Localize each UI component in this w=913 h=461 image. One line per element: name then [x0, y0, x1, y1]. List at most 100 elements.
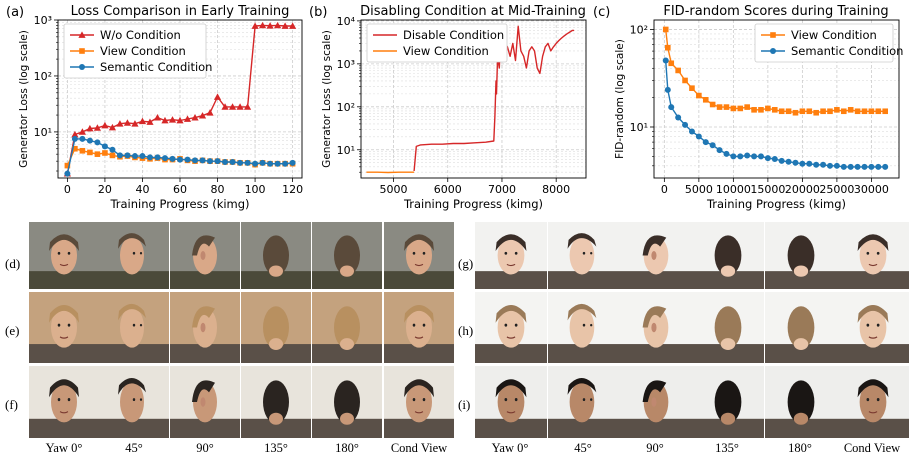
chart-c-series-semantic-condition-point: [806, 160, 813, 167]
chart-b-x-tick-label: 8000: [542, 183, 570, 196]
chart-c-series-semantic-condition-point: [771, 155, 778, 162]
chart-c-series-semantic-condition-point: [695, 133, 702, 140]
chart-c-series-semantic-condition-point: [875, 163, 882, 170]
chart-c-series-view-condition-point: [751, 107, 757, 113]
col-label-45-left: 45°: [125, 441, 143, 455]
col-label-45-right: 45°: [574, 441, 592, 455]
chart-c-series-semantic-condition-point: [764, 155, 771, 162]
chart-c-series-semantic-condition-point: [868, 163, 875, 170]
chart-a-series-semantic-condition-point: [237, 159, 244, 166]
chart-c-series-semantic-condition-point: [820, 161, 827, 168]
chart-c-series-semantic-condition-point: [778, 157, 785, 164]
chart-c-series-semantic-condition-point: [785, 158, 792, 165]
face-image-f-1: [29, 366, 99, 438]
chart-b-panel-label: (b): [309, 5, 327, 20]
chart-a-series-semantic-condition-point: [101, 143, 108, 150]
chart-c-series-view-condition-point: [827, 108, 833, 115]
chart-c-series-view-condition-point: [662, 26, 669, 33]
chart-c-series-view-condition-point: [875, 108, 882, 115]
chart-a-legend-marker: [79, 64, 85, 70]
face-image-f-2: [99, 366, 169, 438]
chart-b-legend-box: [366, 23, 508, 63]
chart-a-series-semantic-condition-point: [259, 159, 266, 166]
chart-a-series-semantic-condition-point: [274, 160, 281, 167]
chart-a-series-w-o-condition-point: [176, 116, 184, 124]
chart-c-series-view-condition-point: [820, 108, 826, 115]
chart-a-series-semantic-condition-point: [184, 156, 191, 163]
chart-a-series-semantic-condition-point: [124, 152, 131, 159]
chart-c-series-semantic-condition-point: [751, 153, 758, 160]
chart-a-series-w-o-condition-point: [243, 103, 252, 110]
chart-c-series-view-condition-point: [868, 108, 875, 115]
chart-c-x-tick-label: 30000: [854, 183, 889, 196]
chart-c-series-semantic-condition-point: [709, 142, 716, 149]
chart-c-series-semantic-condition-line: [665, 60, 886, 168]
chart-a-series-w-o-condition-point: [221, 103, 229, 110]
chart-a-series-view-condition-point: [94, 151, 101, 157]
chart-a-legend-marker: [79, 48, 85, 54]
chart-a-legend-label: View Condition: [100, 44, 186, 58]
chart-c-series-semantic-condition-point: [688, 128, 695, 135]
chart-a-series-semantic-condition-point: [139, 153, 146, 160]
chart-c-series-view-condition-point: [723, 104, 730, 110]
face-image-g-5: [765, 222, 837, 289]
chart-a-series-view-condition-point: [109, 152, 116, 159]
face-image-e-1: [29, 292, 99, 363]
face-image-g-3: [620, 222, 692, 289]
chart-c-xlabel: Training Progress (kimg): [706, 197, 846, 211]
chart-c-series-view-condition-point: [765, 105, 771, 112]
chart-c-legend-marker: [770, 48, 776, 54]
chart-a-series-semantic-condition-point: [289, 159, 296, 166]
chart-a-series-semantic-condition-point: [199, 157, 206, 164]
chart-a-series-semantic-condition-point: [222, 158, 229, 165]
chart-a-series-w-o-condition-point: [266, 22, 274, 29]
chart-c-x-tick-label: 10000: [716, 183, 751, 196]
face-image-d-4: [241, 222, 311, 289]
chart-a-series-semantic-condition-point: [79, 135, 86, 142]
chart-a-xlabel: Training Progress (kimg): [109, 197, 249, 211]
col-label-90-right: 90°: [646, 441, 664, 455]
face-image-i-6: [837, 366, 909, 438]
chart-c-ylabel: FID-random (log scale): [614, 39, 626, 159]
chart-c-series-semantic-condition-point: [799, 160, 806, 167]
chart-b-x-tick-label: 7000: [488, 183, 516, 196]
chart-a-series-w-o-condition-point: [228, 103, 237, 110]
chart-a-series-w-o-condition-point: [289, 22, 297, 29]
chart-a-series-w-o-condition-point: [281, 22, 289, 29]
chart-a-legend-label: Semantic Condition: [100, 60, 212, 74]
chart-a-series-w-o-condition-point: [183, 115, 192, 122]
chart-c-series-view-condition-point: [771, 107, 778, 113]
chart-a-x-tick-label: 20: [98, 183, 112, 196]
chart-c-series-view-condition-point: [847, 107, 854, 113]
chart-a-series-semantic-condition-point: [214, 158, 221, 165]
chart-a-series-w-o-condition-point: [93, 124, 102, 131]
col-label-180-left: 180°: [335, 441, 359, 455]
chart-c-series-semantic-condition-point: [757, 153, 764, 160]
chart-c-legend-box: [754, 23, 894, 63]
chart-c-panel-label: (c): [593, 5, 610, 20]
col-label-135-right: 135°: [715, 441, 739, 455]
face-image-e-2: [99, 292, 169, 363]
chart-a-series-semantic-condition-point: [177, 156, 183, 163]
chart-c-series-view-condition-point: [854, 108, 861, 115]
row-label-i: (i): [458, 397, 471, 412]
chart-c-series-semantic-condition-point: [840, 163, 847, 170]
face-image-i-3: [620, 366, 692, 438]
chart-c-series-view-condition-point: [882, 108, 888, 115]
col-label-yaw0-right: Yaw 0°: [491, 441, 529, 455]
row-label-e: (e): [5, 323, 20, 338]
chart-c-series-semantic-condition-point: [730, 153, 737, 160]
col-label-90-left: 90°: [196, 441, 214, 455]
chart-c-series-view-condition-point: [675, 67, 681, 74]
chart-c-series-semantic-condition-point: [861, 163, 868, 170]
chart-b-legend-label: Disable Condition: [403, 28, 504, 42]
chart-c-series-view-condition-point: [785, 108, 792, 115]
chart-b-ylabel: Generator Loss (log scale): [321, 30, 333, 168]
chart-a-series-w-o-condition-point: [168, 116, 177, 123]
face-image-d-6: [384, 222, 454, 289]
chart-c-legend-marker: [770, 32, 776, 38]
chart-b-legend-label: View Condition: [403, 44, 489, 58]
chart-c-series-view-condition-line: [665, 29, 886, 114]
chart-b-x-tick-label: 5000: [380, 183, 408, 196]
chart-b-xlabel: Training Progress (kimg): [403, 197, 543, 211]
